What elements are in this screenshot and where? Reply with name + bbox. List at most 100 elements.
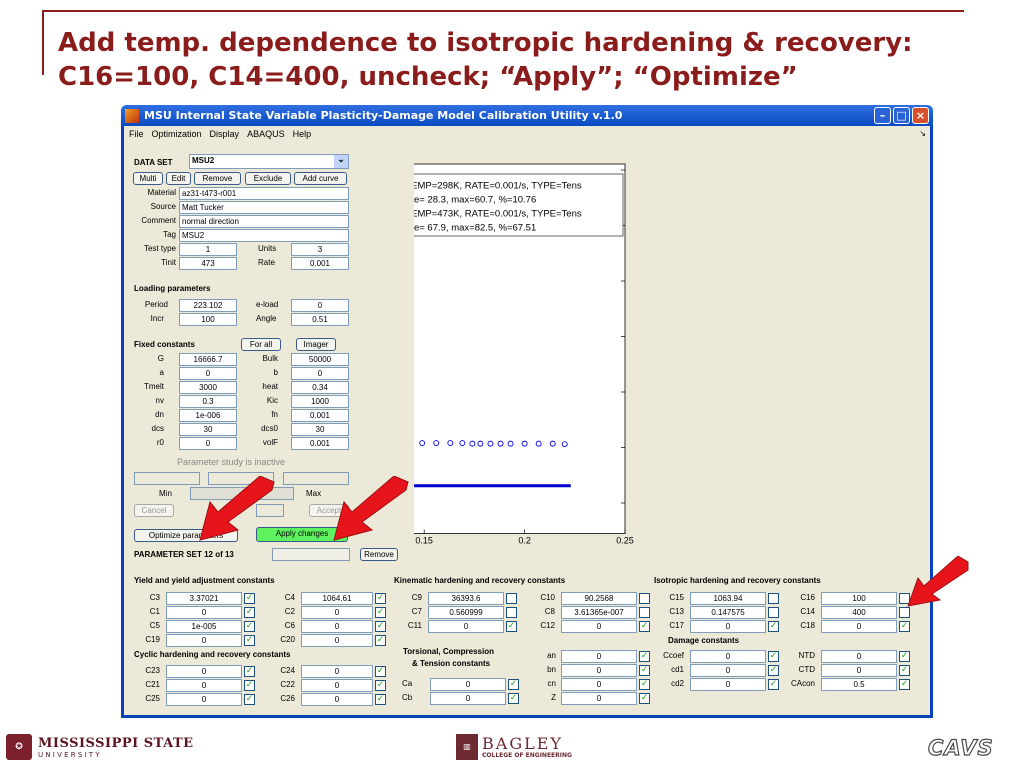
units-field[interactable]: 3 bbox=[291, 243, 349, 256]
cyclic-C22-checkbox[interactable]: ✓ bbox=[375, 680, 386, 691]
minimize-button[interactable]: – bbox=[874, 107, 891, 124]
torsional-an-field[interactable]: 0 bbox=[561, 650, 637, 663]
fixed-Bulk-field[interactable]: 50000 bbox=[291, 353, 349, 366]
damage-cd1-field[interactable]: 0 bbox=[690, 664, 766, 677]
imager-button[interactable]: Imager bbox=[296, 338, 336, 351]
cyclic-C23-field[interactable]: 0 bbox=[166, 665, 242, 678]
cyclic-C26-field[interactable]: 0 bbox=[301, 693, 373, 706]
yield-C5-field[interactable]: 1e-005 bbox=[166, 620, 242, 633]
torsional-Cb-checkbox[interactable]: ✓ bbox=[508, 693, 519, 704]
isotropic-C15-checkbox[interactable] bbox=[768, 593, 779, 604]
torsional-bn-field[interactable]: 0 bbox=[561, 664, 637, 677]
damage-CAcon-checkbox[interactable]: ✓ bbox=[899, 679, 910, 690]
isotropic-C17-field[interactable]: 0 bbox=[690, 620, 766, 633]
cyclic-C21-field[interactable]: 0 bbox=[166, 679, 242, 692]
kinematic-C8-checkbox[interactable] bbox=[639, 607, 650, 618]
incr-field[interactable]: 100 bbox=[179, 313, 237, 326]
close-button[interactable]: × bbox=[912, 107, 929, 124]
dataset-add-curve-button[interactable]: Add curve bbox=[294, 172, 347, 185]
for-all-button[interactable]: For all bbox=[241, 338, 281, 351]
damage-cd2-checkbox[interactable]: ✓ bbox=[768, 679, 779, 690]
kinematic-C10-field[interactable]: 90.2568 bbox=[561, 592, 637, 605]
torsional-cn-checkbox[interactable]: ✓ bbox=[639, 679, 650, 690]
fixed-Tmelt-field[interactable]: 3000 bbox=[179, 381, 237, 394]
kinematic-C7-field[interactable]: 0.560999 bbox=[428, 606, 504, 619]
isotropic-C18-field[interactable]: 0 bbox=[821, 620, 897, 633]
yield-C1-field[interactable]: 0 bbox=[166, 606, 242, 619]
fixed-fn-field[interactable]: 0.001 bbox=[291, 409, 349, 422]
yield-C19-field[interactable]: 0 bbox=[166, 634, 242, 647]
fixed-a-field[interactable]: 0 bbox=[179, 367, 237, 380]
fixed-dcs0-field[interactable]: 30 bbox=[291, 423, 349, 436]
isotropic-C13-field[interactable]: 0.147575 bbox=[690, 606, 766, 619]
torsional-an-checkbox[interactable]: ✓ bbox=[639, 651, 650, 662]
source-field[interactable]: Matt Tucker bbox=[179, 201, 349, 214]
fixed-volF-field[interactable]: 0.001 bbox=[291, 437, 349, 450]
yield-C19-checkbox[interactable]: ✓ bbox=[244, 635, 255, 646]
menu-file[interactable]: File bbox=[129, 129, 144, 139]
cyclic-C23-checkbox[interactable]: ✓ bbox=[244, 666, 255, 677]
cyclic-C26-checkbox[interactable]: ✓ bbox=[375, 694, 386, 705]
damage-cd2-field[interactable]: 0 bbox=[690, 678, 766, 691]
comment-field[interactable]: normal direction bbox=[179, 215, 349, 228]
fixed-nv-field[interactable]: 0.3 bbox=[179, 395, 237, 408]
isotropic-C13-checkbox[interactable] bbox=[768, 607, 779, 618]
cyclic-C22-field[interactable]: 0 bbox=[301, 679, 373, 692]
fixed-r0-field[interactable]: 0 bbox=[179, 437, 237, 450]
cyclic-C25-field[interactable]: 0 bbox=[166, 693, 242, 706]
kinematic-C8-field[interactable]: 3.61365e-007 bbox=[561, 606, 637, 619]
torsional-Z-field[interactable]: 0 bbox=[561, 692, 637, 705]
yield-C3-field[interactable]: 3.37021 bbox=[166, 592, 242, 605]
yield-C6-field[interactable]: 0 bbox=[301, 620, 373, 633]
material-field[interactable]: az31-t473-r001 bbox=[179, 187, 349, 200]
kinematic-C9-field[interactable]: 36393.6 bbox=[428, 592, 504, 605]
yield-C3-checkbox[interactable]: ✓ bbox=[244, 593, 255, 604]
isotropic-C18-checkbox[interactable]: ✓ bbox=[899, 621, 910, 632]
cyclic-C24-checkbox[interactable]: ✓ bbox=[375, 666, 386, 677]
kinematic-C7-checkbox[interactable] bbox=[506, 607, 517, 618]
cyclic-C24-field[interactable]: 0 bbox=[301, 665, 373, 678]
chevron-down-icon[interactable]: ⌄ bbox=[334, 155, 348, 168]
damage-CTD-checkbox[interactable]: ✓ bbox=[899, 665, 910, 676]
rate-field[interactable]: 0.001 bbox=[291, 257, 349, 270]
dataset-remove-button[interactable]: Remove bbox=[194, 172, 241, 185]
damage-CTD-field[interactable]: 0 bbox=[821, 664, 897, 677]
yield-C1-checkbox[interactable]: ✓ bbox=[244, 607, 255, 618]
test-type-field[interactable]: 1 bbox=[179, 243, 237, 256]
window-titlebar[interactable]: MSU Internal State Variable Plasticity-D… bbox=[121, 105, 933, 126]
torsional-cn-field[interactable]: 0 bbox=[561, 678, 637, 691]
tag-field[interactable]: MSU2 bbox=[179, 229, 349, 242]
dataset-multi-button[interactable]: Multi bbox=[133, 172, 163, 185]
yield-C4-checkbox[interactable]: ✓ bbox=[375, 593, 386, 604]
dataset-exclude-button[interactable]: Exclude bbox=[245, 172, 291, 185]
fixed-dn-field[interactable]: 1e-006 bbox=[179, 409, 237, 422]
kinematic-C9-checkbox[interactable] bbox=[506, 593, 517, 604]
isotropic-C17-checkbox[interactable]: ✓ bbox=[768, 621, 779, 632]
period-field[interactable]: 223.102 bbox=[179, 299, 237, 312]
damage-NTD-field[interactable]: 0 bbox=[821, 650, 897, 663]
kinematic-C12-checkbox[interactable]: ✓ bbox=[639, 621, 650, 632]
yield-C20-field[interactable]: 0 bbox=[301, 634, 373, 647]
yield-C6-checkbox[interactable]: ✓ bbox=[375, 621, 386, 632]
menu-abaqus[interactable]: ABAQUS bbox=[247, 129, 285, 139]
parameter-set-slider[interactable] bbox=[272, 548, 350, 561]
maximize-button[interactable]: □ bbox=[893, 107, 910, 124]
isotropic-C14-field[interactable]: 400 bbox=[821, 606, 897, 619]
isotropic-C15-field[interactable]: 1063.94 bbox=[690, 592, 766, 605]
kinematic-C10-checkbox[interactable] bbox=[639, 593, 650, 604]
kinematic-C11-checkbox[interactable]: ✓ bbox=[506, 621, 517, 632]
yield-C4-field[interactable]: 1064.61 bbox=[301, 592, 373, 605]
torsional-Ca-field[interactable]: 0 bbox=[430, 678, 506, 691]
torsional-bn-checkbox[interactable]: ✓ bbox=[639, 665, 650, 676]
yield-C5-checkbox[interactable]: ✓ bbox=[244, 621, 255, 632]
kinematic-C11-field[interactable]: 0 bbox=[428, 620, 504, 633]
fixed-heat-field[interactable]: 0.34 bbox=[291, 381, 349, 394]
kinematic-C12-field[interactable]: 0 bbox=[561, 620, 637, 633]
study-field-4[interactable] bbox=[256, 504, 284, 517]
damage-Ccoef-checkbox[interactable]: ✓ bbox=[768, 651, 779, 662]
isotropic-C14-checkbox[interactable] bbox=[899, 607, 910, 618]
tinit-field[interactable]: 473 bbox=[179, 257, 237, 270]
eload-field[interactable]: 0 bbox=[291, 299, 349, 312]
isotropic-C16-field[interactable]: 100 bbox=[821, 592, 897, 605]
fixed-Kic-field[interactable]: 1000 bbox=[291, 395, 349, 408]
